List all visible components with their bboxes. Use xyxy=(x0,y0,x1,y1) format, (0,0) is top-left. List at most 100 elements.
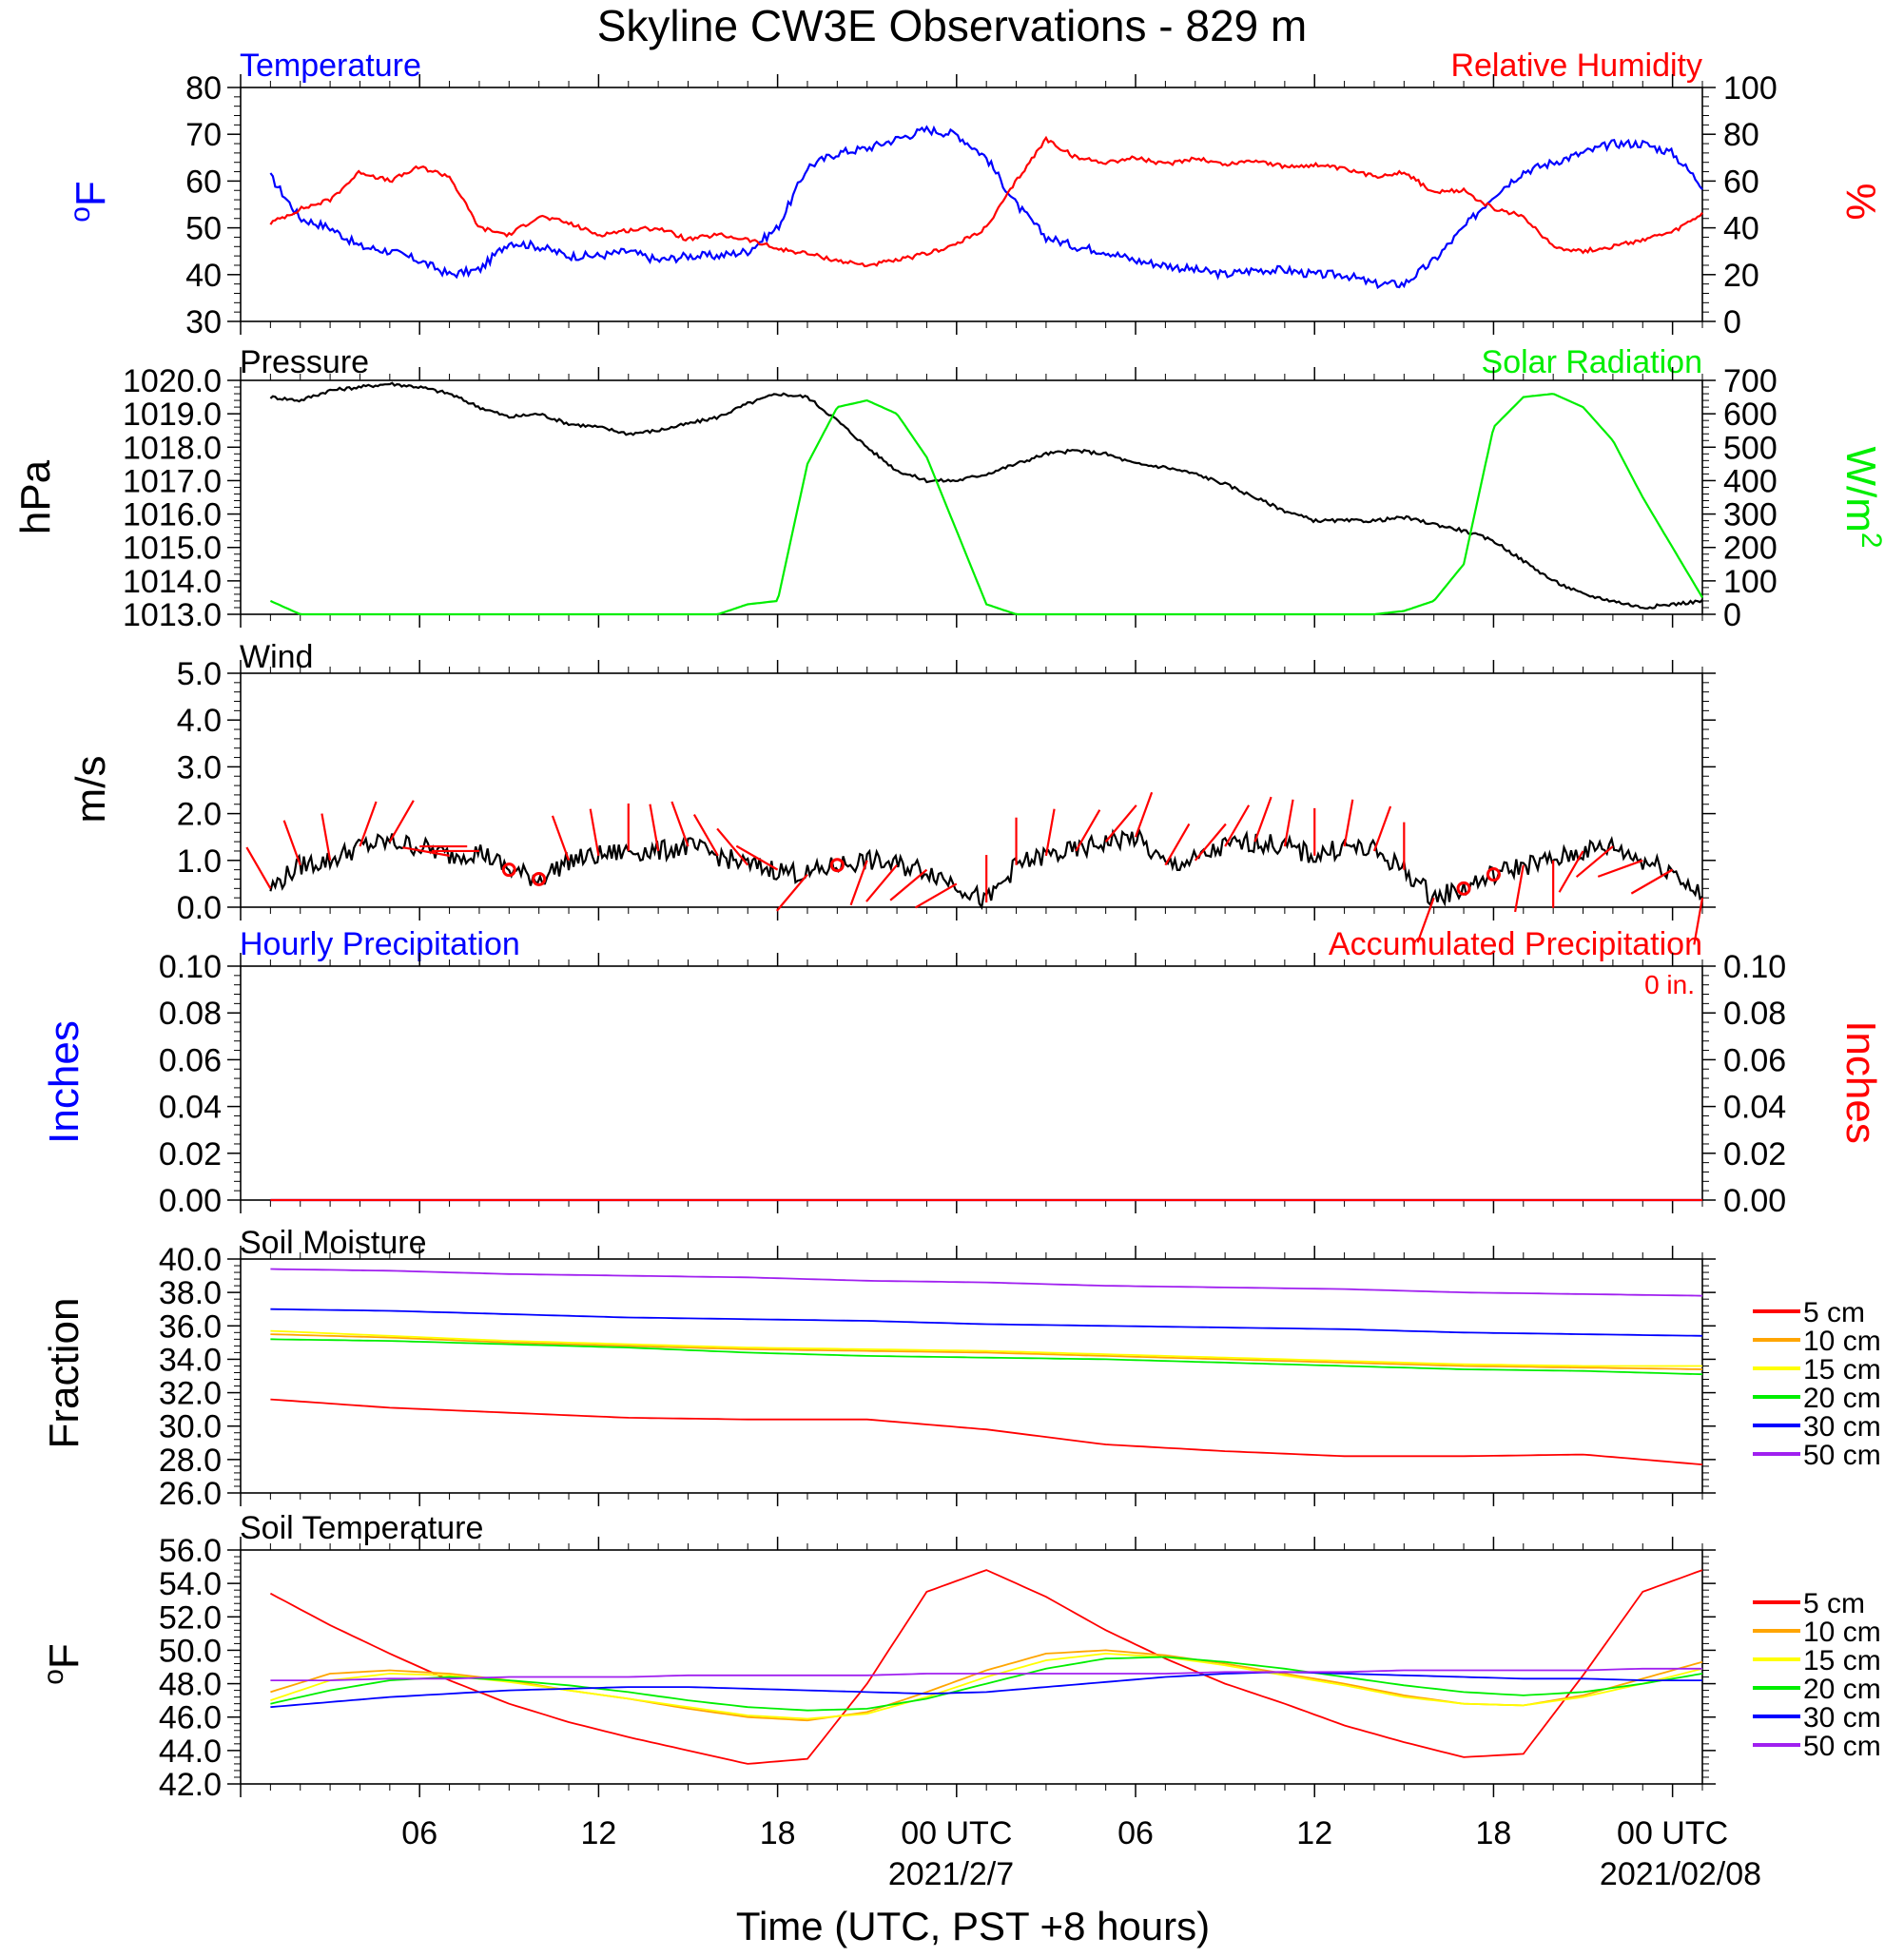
y-right-tick-label: 200 xyxy=(1723,531,1778,567)
x-tick-label: 06 xyxy=(1117,1815,1154,1851)
y-tick-label: 30 xyxy=(185,304,222,340)
y-right-tick-label: 0.00 xyxy=(1723,1183,1786,1219)
wind-barb xyxy=(1597,859,1643,878)
y-tick-label: 1.0 xyxy=(177,843,222,880)
y-tick-label: 0.10 xyxy=(159,949,222,985)
y-right-tick-label: 0.08 xyxy=(1723,996,1786,1032)
y-tick-label: 0.06 xyxy=(159,1042,222,1078)
y-right-tick-label: 0.04 xyxy=(1723,1090,1786,1126)
legend-label: 50 cm xyxy=(1803,1731,1881,1762)
legend-label: 10 cm xyxy=(1803,1617,1881,1648)
x-tick-label: 06 xyxy=(401,1815,437,1851)
unit-f: F xyxy=(41,1643,87,1669)
series-line-30-cm xyxy=(270,1671,1702,1709)
y-label-soil-temperature: oF xyxy=(38,1643,88,1685)
y-right-tick-label: 0.02 xyxy=(1723,1136,1786,1172)
wind-barb xyxy=(1224,804,1251,847)
panel-pressure-solar: Pressure Solar Radiation hPa W/m2 1013.0… xyxy=(12,344,1888,633)
wind-barb xyxy=(1194,823,1227,862)
calm-marker xyxy=(501,862,516,878)
series-line-20-cm xyxy=(270,1656,1703,1712)
legend-label: 15 cm xyxy=(1803,1645,1881,1676)
y-tick-label: 0.00 xyxy=(159,1183,222,1219)
y-tick-label: 5.0 xyxy=(177,656,222,692)
plot-frame xyxy=(240,672,1703,908)
legend-label: 50 cm xyxy=(1803,1440,1881,1471)
calm-marker xyxy=(1456,881,1471,896)
y-tick-label: 2.0 xyxy=(177,797,222,833)
y-right-tick-label: 40 xyxy=(1723,211,1759,247)
y-tick-label: 34.0 xyxy=(159,1342,222,1378)
wind-barb xyxy=(1416,897,1435,943)
panel-wind: Wind m/s 0.0 1.0 2.0 3.0 4.0 5.0 xyxy=(68,639,1716,945)
x-date-label-2: 2021/02/08 xyxy=(1600,1856,1761,1892)
y-tick-label: 50 xyxy=(185,211,222,247)
y-tick-label: 1019.0 xyxy=(123,397,222,433)
y-tick-label: 0.04 xyxy=(159,1090,222,1126)
unit-f: F xyxy=(68,181,114,206)
y-label-wind: m/s xyxy=(68,756,114,823)
legend-label: 20 cm xyxy=(1803,1383,1881,1414)
x-date-label-1: 2021/2/7 xyxy=(888,1856,1014,1892)
y-right-tick-label: 500 xyxy=(1723,430,1778,466)
wind-barb xyxy=(692,814,719,857)
y-tick-label: 1013.0 xyxy=(123,597,222,633)
series-line-relative-humidity xyxy=(269,135,1703,268)
y-label-accum-precip: Inches xyxy=(1837,1020,1884,1144)
series-line-pressure xyxy=(269,381,1703,610)
x-tick-label: 12 xyxy=(1296,1815,1332,1851)
wind-barb xyxy=(716,827,749,866)
wind-barb xyxy=(849,860,868,906)
series-line-15-cm xyxy=(270,1329,1702,1367)
degree-sign: o xyxy=(38,1669,69,1685)
wind-barb xyxy=(321,813,332,861)
y-tick-label: 60 xyxy=(185,164,222,200)
panel-title-pressure: Pressure xyxy=(240,344,369,380)
wind-barb xyxy=(1575,845,1614,879)
wind-barb xyxy=(865,864,898,902)
plot-frame xyxy=(240,379,1703,615)
legend-label: 30 cm xyxy=(1803,1411,1881,1443)
y-tick-label: 1018.0 xyxy=(123,430,222,466)
series-line-10-cm xyxy=(270,1333,1703,1370)
y-tick-label: 38.0 xyxy=(159,1275,222,1311)
wind-barb xyxy=(1283,799,1294,847)
y-tick-label: 54.0 xyxy=(159,1566,222,1602)
wind-barb xyxy=(1104,804,1137,843)
y-tick-label: 0.02 xyxy=(159,1136,222,1172)
wind-barb xyxy=(1075,809,1101,852)
wind-barb xyxy=(245,846,272,889)
series-line-5-cm xyxy=(270,1398,1703,1465)
wind-barb xyxy=(551,815,571,862)
y-tick-label: 46.0 xyxy=(159,1700,222,1736)
y-tick-label: 42.0 xyxy=(159,1767,222,1803)
series-line-solar-radiation xyxy=(269,393,1703,616)
y-tick-label: 52.0 xyxy=(159,1599,222,1636)
y-right-tick-label: 0 xyxy=(1723,597,1741,633)
y-right-tick-label: 0.10 xyxy=(1723,949,1786,985)
y-label-temperature: oF xyxy=(65,181,115,223)
x-tick-label: 18 xyxy=(760,1815,796,1851)
y-tick-label: 26.0 xyxy=(159,1476,222,1512)
plot-frame xyxy=(240,87,1703,322)
y-right-tick-label: 700 xyxy=(1723,363,1778,399)
plot-frame xyxy=(240,1549,1703,1785)
wind-barb xyxy=(1558,850,1584,893)
y-right-tick-label: 300 xyxy=(1723,497,1778,533)
y-label-pressure: hPa xyxy=(12,459,59,534)
calm-marker xyxy=(1486,867,1501,882)
y-tick-label: 50.0 xyxy=(159,1633,222,1669)
y-tick-label: 1016.0 xyxy=(123,497,222,533)
wind-barb xyxy=(1372,805,1392,852)
calm-marker xyxy=(829,858,845,873)
series-line-10-cm xyxy=(270,1649,1703,1722)
wind-barb xyxy=(914,882,958,909)
plot-frame xyxy=(240,1258,1703,1494)
unit-wm: W/m xyxy=(1837,446,1884,532)
wind-barb xyxy=(1044,808,1056,857)
y-right-tick-label: 80 xyxy=(1723,117,1759,153)
wind-barb xyxy=(649,804,660,852)
accumulated-total: 0 in. xyxy=(1644,970,1695,999)
